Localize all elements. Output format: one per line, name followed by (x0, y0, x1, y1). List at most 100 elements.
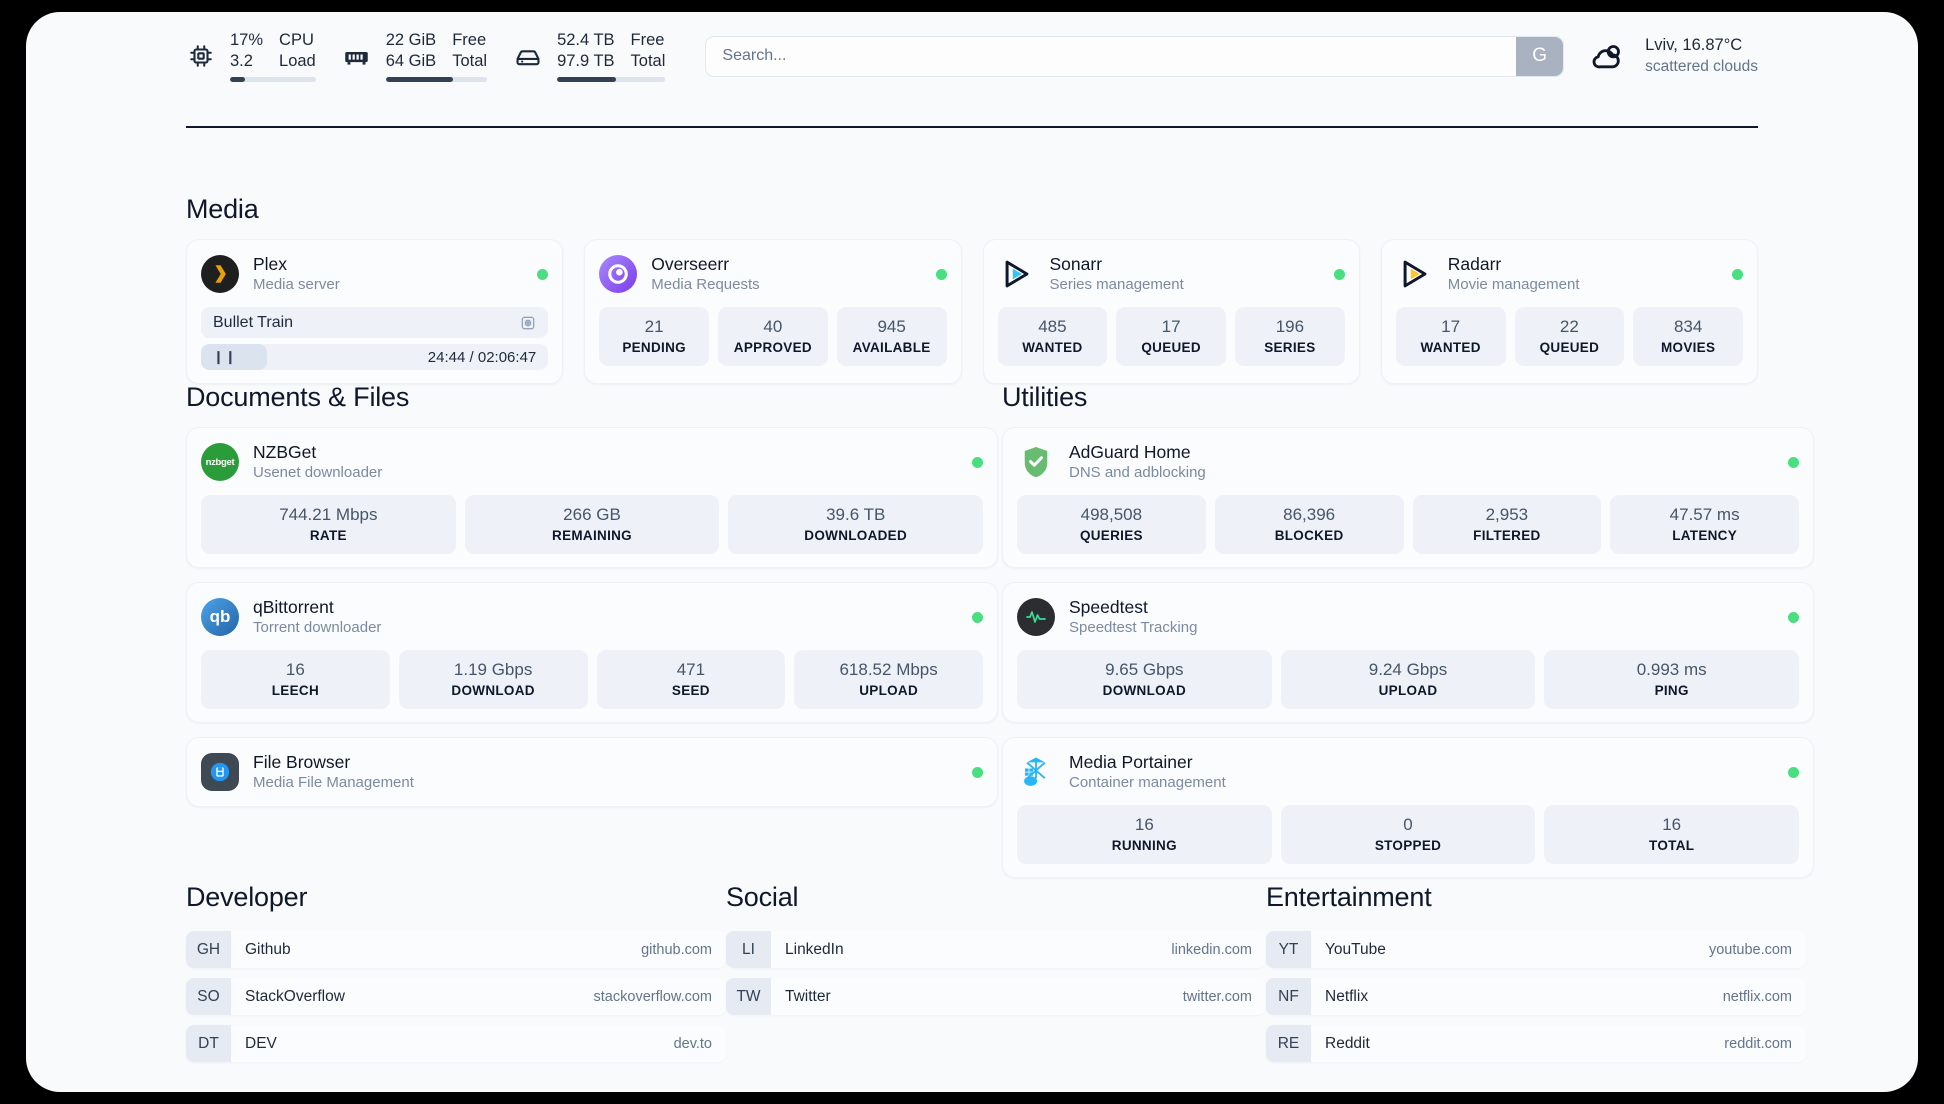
stat-tile: 22 QUEUED (1514, 307, 1625, 366)
bookmark-url: dev.to (673, 1035, 712, 1052)
stat-value: 834 (1673, 317, 1703, 336)
service-name: Sonarr (1049, 254, 1103, 274)
search-submit-button[interactable]: G (1516, 36, 1564, 76)
stat-key: WANTED (1420, 340, 1481, 355)
stat-value: 86,396 (1283, 505, 1336, 524)
search-input[interactable] (706, 47, 1517, 65)
bookmark-name: Reddit (1325, 1034, 1370, 1052)
service-name: File Browser (253, 752, 351, 772)
filebrowser-icon (201, 753, 239, 791)
bookmark-item[interactable]: NF Netflix netflix.com (1266, 978, 1806, 1015)
service-card-file-browser[interactable]: File Browser Media File Management (186, 737, 998, 807)
bookmark-abbr: SO (197, 987, 220, 1005)
service-card-overseerr[interactable]: Overseerr Media Requests 21 PENDING 40 APP… (584, 239, 962, 384)
stat-tile: 40 APPROVED (718, 307, 828, 366)
stat-key: TOTAL (1649, 838, 1695, 853)
bookmark-item[interactable]: DT DEV dev.to (186, 1025, 726, 1062)
disk-icon (513, 41, 543, 71)
stat-key: APPROVED (733, 340, 812, 355)
stat-key: QUEUED (1539, 340, 1600, 355)
bookmark-abbr: TW (736, 987, 761, 1005)
stat-key: SEED (671, 683, 710, 698)
service-name: AdGuard Home (1069, 442, 1191, 462)
bookmark-abbr: LI (742, 940, 755, 958)
service-card-media-portainer[interactable]: Media Portainer Container management 16 R… (1002, 737, 1814, 878)
stat-tile: 39.6 TB DOWNLOADED (728, 495, 984, 554)
weather-widget[interactable]: Lviv, 16.87°C scattered clouds (1586, 34, 1758, 78)
bookmark-item[interactable]: GH Github github.com (186, 931, 726, 968)
playback-progress-fill (201, 344, 267, 370)
memory-label-bottom: Total (452, 52, 488, 70)
service-card-qbittorrent[interactable]: qb qBittorrent Torrent downloader 16 LEEC… (186, 582, 998, 723)
disk-value: 52.4 TB (557, 31, 615, 49)
stat-value: 16 (285, 660, 305, 679)
stat-tile: 16 LEECH (201, 650, 390, 709)
cast-icon[interactable] (520, 315, 536, 331)
stats-row: 16 RUNNING 0 STOPPED 16 TOTAL (1017, 805, 1800, 864)
portainer-icon (1017, 753, 1055, 791)
stat-tile: 21 PENDING (599, 307, 709, 366)
stat-key: STOPPED (1374, 838, 1442, 853)
stat-value: 21 (644, 317, 664, 336)
cpu-label-bottom: Load (279, 52, 316, 70)
stat-key: UPLOAD (1378, 683, 1438, 698)
bookmark-item[interactable]: SO StackOverflow stackoverflow.com (186, 978, 726, 1015)
status-badge (972, 611, 983, 623)
stat-value: 9.65 Gbps (1105, 660, 1184, 679)
service-card-speedtest[interactable]: Speedtest Speedtest Tracking 9.65 Gbps DO… (1002, 582, 1814, 723)
stat-key: BLOCKED (1274, 528, 1344, 543)
service-description: Movie management (1447, 276, 1580, 293)
memory-secondary: 64 GiB (385, 52, 437, 70)
pause-icon[interactable]: ❙❙ (213, 349, 237, 364)
stat-tile: 266 GB REMAINING (464, 495, 720, 554)
stat-tile: 0 STOPPED (1280, 805, 1536, 864)
cpu-icon (186, 41, 216, 71)
bookmark-item[interactable]: YT YouTube youtube.com (1266, 931, 1806, 968)
stat-key: AVAILABLE (852, 340, 931, 355)
bookmark-name: DEV (245, 1034, 277, 1052)
ram-icon (342, 41, 372, 71)
bookmark-url: linkedin.com (1171, 941, 1252, 958)
service-card-radarr[interactable]: Radarr Movie management 17 WANTED 22 QUEUE… (1380, 239, 1758, 384)
service-description: Torrent downloader (253, 619, 382, 636)
stat-key: UPLOAD (859, 683, 919, 698)
stat-tile: 196 SERIES (1235, 307, 1345, 366)
bookmark-group-developer: Developer GH Github github.com SO StackO… (186, 882, 726, 1072)
bookmark-item[interactable]: LI LinkedIn linkedin.com (726, 931, 1266, 968)
stats-row: 744.21 Mbps RATE 266 GB REMAINING 39.6 TB D… (201, 495, 984, 554)
status-badge (537, 268, 549, 280)
stat-value: 1.19 Gbps (453, 660, 533, 679)
service-card-plex[interactable]: Plex Media server Bullet Train ❙❙ 24:44 … (186, 239, 564, 384)
stat-value: 498,508 (1080, 505, 1143, 524)
cpu-usage-bar (230, 77, 316, 82)
playback-progress-bar[interactable]: ❙❙ 24:44 / 02:06:47 (201, 344, 549, 370)
qbittorrent-icon: qb (201, 598, 239, 636)
bookmark-item[interactable]: RE Reddit reddit.com (1266, 1025, 1806, 1062)
bookmark-item[interactable]: TW Twitter twitter.com (726, 978, 1266, 1015)
stat-key: RUNNING (1111, 838, 1177, 853)
overseerr-icon (599, 255, 638, 293)
search-engine-label: G (1532, 45, 1548, 66)
bookmark-abbr: NF (1278, 987, 1299, 1005)
service-description: DNS and adblocking (1069, 464, 1206, 481)
stat-value: 47.57 ms (1669, 505, 1740, 524)
bookmark-group-title: Entertainment (1266, 882, 1432, 912)
cpu-label-top: CPU (279, 31, 314, 49)
service-card-adguard-home[interactable]: AdGuard Home DNS and adblocking 498,508 Q… (1002, 427, 1814, 568)
bookmark-url: youtube.com (1708, 941, 1792, 958)
adguard-icon (1017, 443, 1055, 481)
disk-stat: 52.4 TB 97.9 TB Free Total (513, 30, 666, 82)
service-card-nzbget[interactable]: nzbget NZBGet Usenet downloader 744.21 M… (186, 427, 998, 568)
bookmark-name: LinkedIn (785, 940, 844, 958)
service-name: qBittorrent (253, 597, 334, 617)
stat-value: 0.993 ms (1636, 660, 1707, 679)
utilities-section-title: Utilities (1002, 382, 1088, 412)
memory-label-top: Free (452, 31, 487, 49)
service-card-sonarr[interactable]: Sonarr Series management 485 WANTED 17 QUE… (982, 239, 1360, 384)
service-description: Usenet downloader (253, 464, 383, 481)
disk-usage-fill (557, 77, 616, 82)
stat-key: QUEUED (1141, 340, 1201, 355)
radarr-icon (1396, 255, 1434, 293)
bookmark-group-title: Developer (186, 882, 308, 912)
stat-tile: 498,508 QUERIES (1017, 495, 1206, 554)
